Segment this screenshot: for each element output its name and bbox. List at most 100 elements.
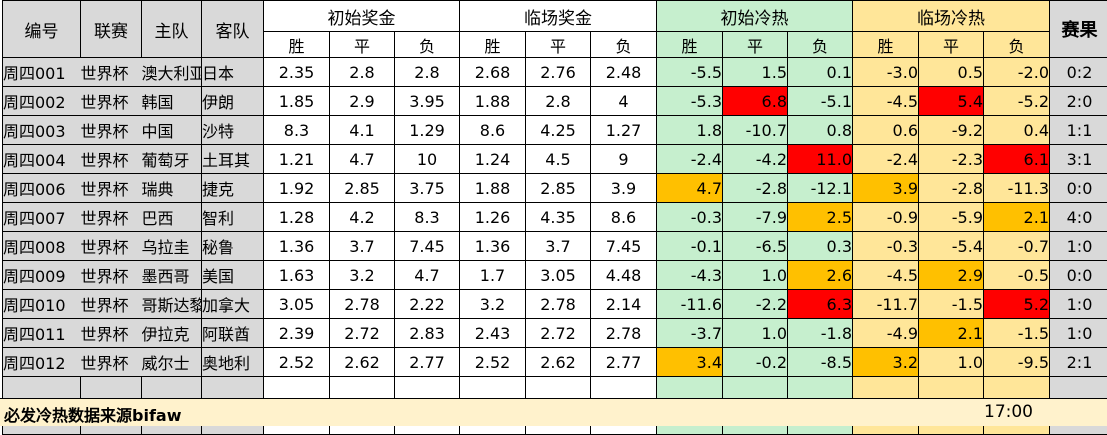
final-hot-lose-cell: -9.5 [984, 348, 1050, 377]
initial-odds-win-cell: 1.85 [264, 87, 330, 116]
initial-odds-draw-cell: 4.1 [330, 116, 395, 145]
header-away: 客队 [202, 1, 264, 58]
initial-hot-win-cell: -11.6 [657, 290, 723, 319]
header-id: 编号 [3, 1, 81, 58]
home-team-cell: 墨西哥 [142, 261, 202, 290]
league-cell: 世界杯 [81, 348, 142, 377]
final-hot-lose-cell: 2.1 [984, 203, 1050, 232]
subheader-lose: 负 [591, 32, 657, 58]
initial-hot-draw-cell: -7.9 [723, 203, 788, 232]
match-id-cell: 周四003 [3, 116, 81, 145]
final-odds-lose-cell: 3.9 [591, 174, 657, 203]
subheader-win: 胜 [264, 32, 330, 58]
league-cell: 世界杯 [81, 203, 142, 232]
final-odds-lose-cell: 2.77 [591, 348, 657, 377]
home-team-cell: 巴西 [142, 203, 202, 232]
initial-odds-lose-cell: 2.22 [395, 290, 460, 319]
initial-hot-lose-cell: 2.5 [788, 203, 853, 232]
initial-odds-lose-cell: 2.83 [395, 319, 460, 348]
initial-hot-draw-cell: -6.5 [723, 232, 788, 261]
initial-hot-win-cell: -5.5 [657, 58, 723, 87]
initial-odds-lose-cell: 7.45 [395, 232, 460, 261]
result-cell: 1:0 [1050, 232, 1107, 261]
initial-hot-draw-cell: -2.2 [723, 290, 788, 319]
initial-hot-draw-cell: 6.8 [723, 87, 788, 116]
initial-hot-lose-cell: -1.8 [788, 319, 853, 348]
final-hot-win-cell: -4.9 [853, 319, 919, 348]
final-hot-draw-cell: 2.1 [919, 319, 984, 348]
league-cell: 世界杯 [81, 87, 142, 116]
initial-odds-draw-cell: 2.8 [330, 58, 395, 87]
final-hot-draw-cell: -2.8 [919, 174, 984, 203]
final-odds-lose-cell: 7.45 [591, 232, 657, 261]
initial-hot-win-cell: 3.4 [657, 348, 723, 377]
final-hot-win-cell: -0.3 [853, 232, 919, 261]
final-hot-draw-cell: -9.2 [919, 116, 984, 145]
subheader-draw: 平 [919, 32, 984, 58]
initial-odds-win-cell: 2.39 [264, 319, 330, 348]
final-hot-win-cell: -4.5 [853, 87, 919, 116]
header-initial-hot: 初始冷热 [657, 1, 853, 32]
initial-hot-draw-cell: -0.2 [723, 348, 788, 377]
result-cell: 0:0 [1050, 174, 1107, 203]
initial-odds-lose-cell: 2.77 [395, 348, 460, 377]
match-id-cell: 周四007 [3, 203, 81, 232]
match-id-cell: 周四006 [3, 174, 81, 203]
final-hot-lose-cell: -0.7 [984, 232, 1050, 261]
match-id-cell: 周四001 [3, 58, 81, 87]
subheader-draw: 平 [526, 32, 591, 58]
final-hot-draw-cell: -2.3 [919, 145, 984, 174]
final-odds-draw-cell: 2.8 [526, 87, 591, 116]
final-odds-lose-cell: 8.6 [591, 203, 657, 232]
initial-odds-lose-cell: 3.95 [395, 87, 460, 116]
subheader-win: 胜 [657, 32, 723, 58]
home-team-cell: 乌拉圭 [142, 232, 202, 261]
home-team-cell: 葡萄牙 [142, 145, 202, 174]
initial-odds-win-cell: 8.3 [264, 116, 330, 145]
final-hot-win-cell: 3.9 [853, 174, 919, 203]
final-odds-win-cell: 1.36 [460, 232, 526, 261]
initial-hot-lose-cell: -12.1 [788, 174, 853, 203]
initial-hot-lose-cell: 2.6 [788, 261, 853, 290]
final-hot-draw-cell: 2.9 [919, 261, 984, 290]
final-hot-win-cell: -11.7 [853, 290, 919, 319]
initial-hot-draw-cell: 1.0 [723, 319, 788, 348]
final-hot-draw-cell: -5.4 [919, 232, 984, 261]
initial-hot-lose-cell: 0.8 [788, 116, 853, 145]
subheader-draw: 平 [723, 32, 788, 58]
initial-hot-lose-cell: 11.0 [788, 145, 853, 174]
initial-odds-draw-cell: 2.72 [330, 319, 395, 348]
initial-hot-win-cell: -4.3 [657, 261, 723, 290]
initial-odds-win-cell: 1.21 [264, 145, 330, 174]
final-hot-lose-cell: -1.5 [984, 319, 1050, 348]
subheader-lose: 负 [984, 32, 1050, 58]
initial-odds-win-cell: 1.28 [264, 203, 330, 232]
initial-odds-draw-cell: 2.85 [330, 174, 395, 203]
home-team-cell: 韩国 [142, 87, 202, 116]
final-hot-win-cell: 3.2 [853, 348, 919, 377]
match-id-cell: 周四010 [3, 290, 81, 319]
league-cell: 世界杯 [81, 174, 142, 203]
away-team-cell: 奥地利 [202, 348, 264, 377]
initial-hot-lose-cell: 0.1 [788, 58, 853, 87]
final-hot-draw-cell: -1.5 [919, 290, 984, 319]
final-odds-win-cell: 2.43 [460, 319, 526, 348]
final-odds-draw-cell: 3.7 [526, 232, 591, 261]
match-id-cell: 周四004 [3, 145, 81, 174]
initial-odds-lose-cell: 10 [395, 145, 460, 174]
final-hot-lose-cell: -2.0 [984, 58, 1050, 87]
final-odds-lose-cell: 9 [591, 145, 657, 174]
final-odds-lose-cell: 2.78 [591, 319, 657, 348]
footer-bar: 必发冷热数据来源bifaw 17:00 [0, 398, 1107, 426]
header-league: 联赛 [81, 1, 142, 58]
final-odds-win-cell: 1.26 [460, 203, 526, 232]
away-team-cell: 日本 [202, 58, 264, 87]
away-team-cell: 美国 [202, 261, 264, 290]
header-initial-odds: 初始奖金 [264, 1, 460, 32]
final-odds-draw-cell: 4.35 [526, 203, 591, 232]
final-odds-win-cell: 2.68 [460, 58, 526, 87]
